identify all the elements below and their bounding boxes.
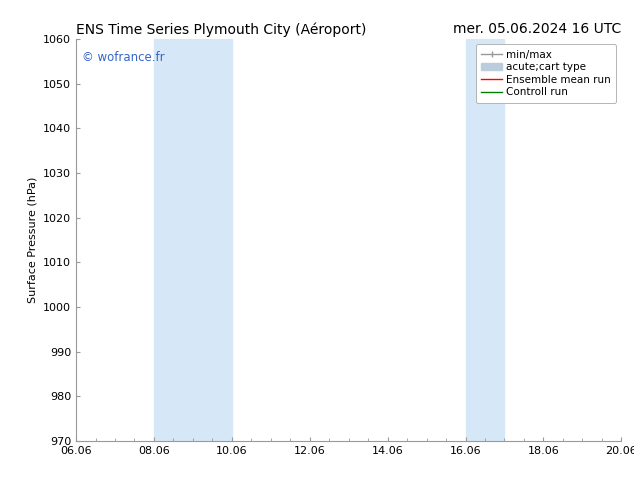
Text: mer. 05.06.2024 16 UTC: mer. 05.06.2024 16 UTC	[453, 22, 621, 36]
Bar	[154, 39, 232, 441]
Y-axis label: Surface Pressure (hPa): Surface Pressure (hPa)	[27, 177, 37, 303]
Title: ENS Time Series Plymouth City (Aéroport)    mer. 05.06.2024 16 UTC: ENS Time Series Plymouth City (Aéroport)…	[0, 489, 1, 490]
Text: ENS Time Series Plymouth City (Aéroport): ENS Time Series Plymouth City (Aéroport)	[76, 22, 366, 37]
Text: © wofrance.fr: © wofrance.fr	[82, 51, 164, 64]
Legend: min/max, acute;cart type, Ensemble mean run, Controll run: min/max, acute;cart type, Ensemble mean …	[476, 45, 616, 102]
Bar	[465, 39, 505, 441]
